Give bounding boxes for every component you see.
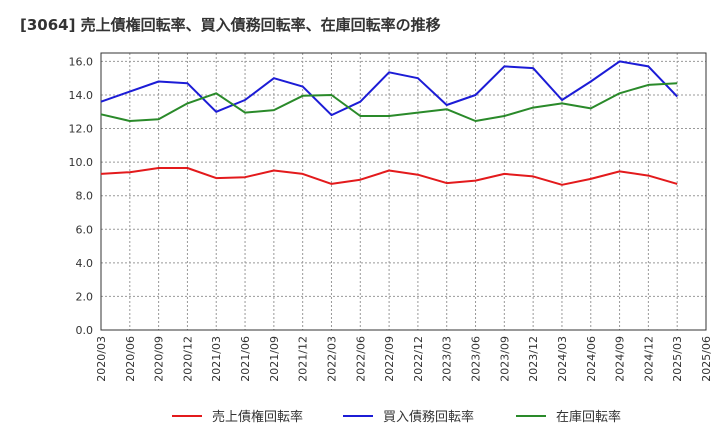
- x-tick-label: 2021/09: [268, 336, 281, 382]
- y-tick-label: 14.0: [69, 89, 94, 102]
- chart-title: [3064] 売上債権回転率、買入債務回転率、在庫回転率の推移: [20, 16, 441, 34]
- x-tick-label: 2022/06: [354, 336, 367, 382]
- x-tick-label: 2020/06: [124, 336, 137, 382]
- x-tick-label: 2025/03: [671, 336, 684, 382]
- y-tick-label: 12.0: [69, 123, 94, 136]
- x-tick-label: 2023/03: [441, 336, 454, 382]
- x-tick-label: 2020/12: [181, 336, 194, 382]
- legend-label-1: 売上債権回転率: [212, 409, 303, 425]
- x-tick-label: 2022/12: [412, 336, 425, 382]
- y-tick-label: 2.0: [76, 290, 94, 303]
- legend-label-3: 在庫回転率: [556, 409, 621, 425]
- x-tick-label: 2020/03: [95, 336, 108, 382]
- y-tick-label: 10.0: [69, 156, 94, 169]
- y-tick-label: 4.0: [76, 257, 94, 270]
- legend-label-2: 買入債務回転率: [383, 409, 474, 425]
- x-tick-label: 2025/06: [700, 336, 713, 382]
- y-tick-label: 0.0: [76, 324, 94, 337]
- x-tick-label: 2024/12: [642, 336, 655, 382]
- x-tick-label: 2024/06: [585, 336, 598, 382]
- x-axis: 2020/03 2020/06 2020/09 2020/12 2021/03 2021/…: [95, 336, 713, 382]
- y-axis: 0.0 2.0 4.0 6.0 8.0 10.0 12.0 14.0 16.0: [69, 55, 94, 337]
- y-tick-label: 6.0: [76, 223, 94, 236]
- x-tick-label: 2021/12: [297, 336, 310, 382]
- y-tick-label: 16.0: [69, 55, 94, 68]
- plot-area: [100, 52, 707, 331]
- legend: 売上債権回転率 買入債務回転率 在庫回転率: [172, 409, 621, 425]
- x-tick-label: 2022/03: [325, 336, 338, 382]
- x-tick-label: 2024/09: [614, 336, 627, 382]
- x-tick-label: 2023/09: [498, 336, 511, 382]
- x-tick-label: 2023/12: [527, 336, 540, 382]
- x-tick-label: 2021/06: [239, 336, 252, 382]
- x-tick-label: 2020/09: [153, 336, 166, 382]
- x-tick-label: 2022/09: [383, 336, 396, 382]
- y-tick-label: 8.0: [76, 190, 94, 203]
- grid-lines: [101, 53, 706, 330]
- x-tick-label: 2023/06: [470, 336, 483, 382]
- series-line-1: [100, 167, 678, 186]
- x-tick-label: 2021/03: [210, 336, 223, 382]
- series-line-3: [100, 82, 678, 122]
- series-line-2: [100, 60, 678, 117]
- x-tick-label: 2024/03: [556, 336, 569, 382]
- series-lines: [100, 60, 678, 186]
